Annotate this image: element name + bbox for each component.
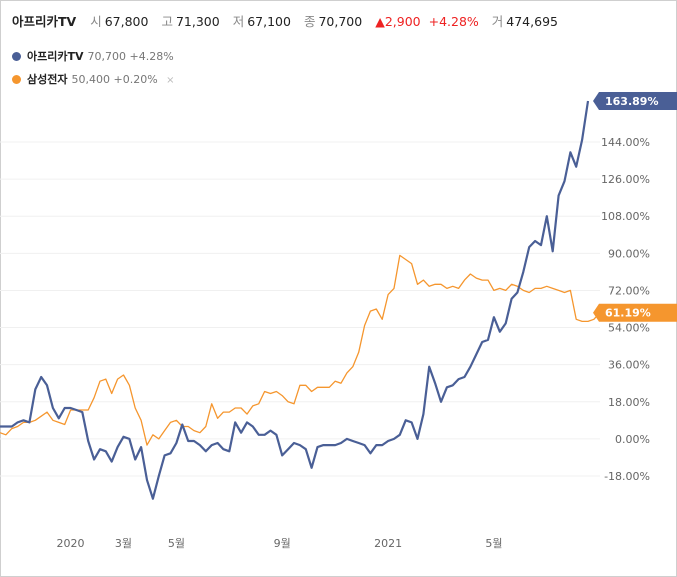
legend-price: 70,700 bbox=[87, 50, 127, 63]
stock-name: 아프리카TV bbox=[12, 14, 77, 29]
series-dot-icon bbox=[12, 75, 21, 84]
low-label: 저 bbox=[232, 14, 245, 29]
volume-value: 474,695 bbox=[506, 14, 558, 29]
volume-label: 거 bbox=[491, 14, 504, 29]
low-value: 67,100 bbox=[247, 14, 291, 29]
change-value: 2,900 bbox=[384, 14, 421, 29]
high-label: 고 bbox=[161, 14, 173, 29]
y-tick-label: 18.00% bbox=[608, 396, 650, 409]
y-tick-label: -18.00% bbox=[604, 470, 650, 483]
x-tick-label: 2021 bbox=[374, 537, 402, 550]
x-tick-label: 5월 bbox=[168, 537, 185, 550]
legend-change: +4.28% bbox=[129, 50, 174, 63]
legend-item-afreecatv[interactable]: 아프리카TV 70,700 +4.28% bbox=[12, 48, 174, 64]
series-line-samsung bbox=[0, 254, 601, 446]
y-tick-label: 72.00% bbox=[608, 284, 650, 297]
last-value-tag bbox=[593, 91, 677, 110]
open-label: 시 bbox=[90, 14, 102, 29]
close-label: 종 bbox=[303, 14, 316, 29]
close-value: 70,700 bbox=[318, 14, 363, 29]
legend-change: +0.20% bbox=[113, 73, 158, 86]
last-value-label: 61.19% bbox=[605, 307, 651, 320]
last-value-tag bbox=[593, 303, 677, 322]
legend-name: 아프리카TV bbox=[27, 50, 84, 63]
legend-item-samsung[interactable]: 삼성전자 50,400 +0.20% × bbox=[12, 71, 175, 87]
y-tick-label: 108.00% bbox=[601, 210, 650, 223]
up-triangle-icon: ▲ bbox=[375, 14, 385, 29]
change-percent: +4.28% bbox=[428, 14, 479, 29]
legend-price: 50,400 bbox=[71, 73, 110, 86]
y-tick-label: 0.00% bbox=[615, 433, 650, 446]
x-tick-label: 3월 bbox=[115, 537, 132, 550]
y-tick-label: 126.00% bbox=[601, 173, 650, 186]
y-tick-label: 144.00% bbox=[601, 136, 650, 149]
y-tick-label: 90.00% bbox=[608, 247, 650, 260]
x-tick-label: 9월 bbox=[274, 537, 291, 550]
series-dot-icon bbox=[12, 52, 21, 61]
series-line-afreecatv bbox=[0, 100, 590, 500]
remove-series-icon[interactable]: × bbox=[166, 75, 175, 86]
open-value: 67,800 bbox=[104, 14, 149, 29]
y-tick-label: 54.00% bbox=[608, 322, 650, 335]
last-value-label: 163.89% bbox=[605, 95, 658, 108]
x-tick-label: 2020 bbox=[57, 537, 85, 550]
high-value: 71,300 bbox=[175, 14, 220, 29]
legend-name: 삼성전자 bbox=[27, 73, 68, 86]
x-tick-label: 5월 bbox=[485, 537, 502, 550]
y-tick-label: 36.00% bbox=[608, 359, 650, 372]
price-summary-header: 아프리카TV 시 67,800 고 71,300 저 67,100 종 70,700 ▲… bbox=[12, 8, 567, 36]
